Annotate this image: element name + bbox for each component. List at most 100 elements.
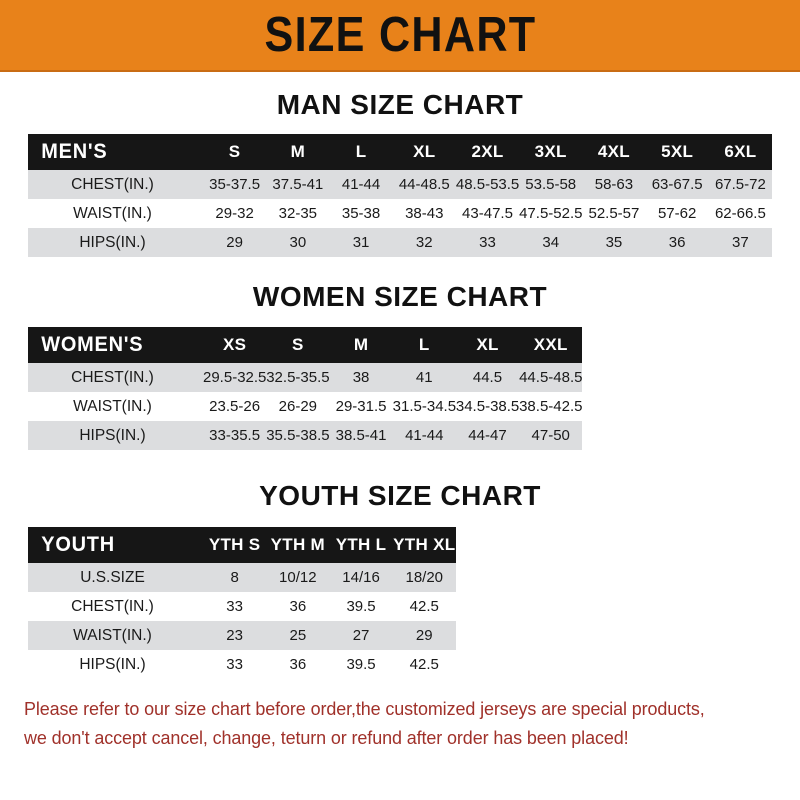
youth-header-col-3: YTH L [335,535,387,554]
youth-header-label: YOUTH [41,533,115,556]
women-cell: 47-50 [519,421,583,450]
women-cell: 33-35.5 [203,421,267,450]
page-banner: SIZE CHART [0,0,800,72]
women-header-col-5: XL [476,335,499,354]
youth-cell: 10/12 [266,563,330,592]
man-cell: 43-47.5 [455,199,520,228]
women-cell: 23.5-26 [203,392,267,421]
youth-cell: 8 [203,563,267,592]
man-cell: 57-62 [645,199,709,228]
man-cell: 41-44 [329,170,393,199]
youth-cell: 36 [266,650,330,679]
youth-header-filler [455,527,772,563]
man-cell: 67.5-72 [708,170,772,199]
man-header-col-8: 5XL [661,142,694,161]
women-cell: 26-29 [266,392,330,421]
youth-cell: 42.5 [392,592,456,621]
man-cell: 52.5-57 [582,199,646,228]
table-row: HIPS(IN.) 33-35.5 35.5-38.5 38.5-41 41-44 44-… [28,421,772,450]
youth-cell: 33 [203,650,267,679]
women-row-filler [582,363,772,392]
women-row-label: WAIST(IN.) [28,392,203,421]
table-row: WAIST(IN.) 23.5-26 26-29 29-31.5 31.5-34.5 34… [28,392,772,421]
women-header-col-1: XS [222,335,247,354]
man-cell: 53.5-58 [519,170,583,199]
youth-table-body: U.S.SIZE 8 10/12 14/16 18/20 CHEST(IN.) 33 36 39… [28,563,772,679]
man-table-header-row: MEN'S S M L XL 2XL 3XL 4XL 5XL 6XL [28,134,772,170]
man-header-col-6: 3XL [534,142,567,161]
women-cell: 44.5-48.5 [519,363,582,392]
youth-header-col-1: YTH S [208,535,261,554]
women-cell: 38.5-42.5 [519,392,582,421]
women-header-filler [582,327,772,363]
disclaimer-line-2: we don't accept cancel, change, teturn o… [24,726,629,748]
man-table-body: CHEST(IN.) 35-37.5 37.5-41 41-44 44-48.5 48.5… [28,170,772,257]
women-cell: 31.5-34.5 [392,392,456,421]
youth-cell: 42.5 [392,650,456,679]
man-cell: 35-37.5 [203,170,267,199]
women-header-col-2: S [292,335,304,354]
man-cell: 58-63 [582,170,646,199]
man-header-col-9: 6XL [724,142,757,161]
man-row-label: WAIST(IN.) [28,199,203,228]
women-row-filler [582,421,772,450]
table-row: CHEST(IN.) 35-37.5 37.5-41 41-44 44-48.5 48.5… [28,170,772,199]
women-cell: 44.5 [455,363,520,392]
man-cell: 31 [329,228,393,257]
youth-header-col-2: YTH M [270,535,326,554]
youth-row-label: CHEST(IN.) [28,592,203,621]
women-cell: 44-47 [455,421,520,450]
man-header-col-3: L [355,142,367,161]
youth-cell: 33 [203,592,267,621]
women-header-col-3: M [353,335,369,354]
table-row: HIPS(IN.) 33 36 39.5 42.5 [28,650,772,679]
man-cell: 32 [392,228,456,257]
youth-header-col-4: YTH XL [393,535,456,554]
women-cell: 38.5-41 [329,421,393,450]
women-size-table: WOMEN'S XS S M L XL XXL CHEST(IN.) 29.5-32.5 32… [28,327,772,450]
man-cell: 37 [708,228,772,257]
women-header-col-6: XXL [533,335,568,354]
women-header-col-4: L [418,335,430,354]
youth-row-label: U.S.SIZE [28,563,203,592]
youth-cell: 23 [203,621,267,650]
table-row: CHEST(IN.) 33 36 39.5 42.5 [28,592,772,621]
youth-cell: 36 [266,592,330,621]
women-cell: 34.5-38.5 [455,392,519,421]
youth-row-filler [455,563,772,592]
man-header-col-5: 2XL [471,142,504,161]
youth-row-filler [455,621,772,650]
women-cell: 29-31.5 [329,392,393,421]
women-row-label: CHEST(IN.) [28,363,203,392]
man-cell: 34 [519,228,583,257]
man-header-col-7: 4XL [597,142,630,161]
women-cell: 32.5-35.5 [266,363,330,392]
youth-cell: 14/16 [329,563,393,592]
man-cell: 36 [645,228,709,257]
youth-cell: 27 [329,621,393,650]
man-row-label: CHEST(IN.) [28,170,203,199]
man-cell: 38-43 [392,199,456,228]
man-cell: 32-35 [266,199,330,228]
youth-cell: 39.5 [329,650,393,679]
women-row-filler [582,392,772,421]
man-cell: 30 [266,228,330,257]
youth-row-filler [455,592,772,621]
man-cell: 35 [582,228,646,257]
youth-section-title: YOUTH SIZE CHART [259,480,541,511]
man-cell: 62-66.5 [708,199,772,228]
women-header-label: WOMEN'S [41,333,144,356]
man-cell: 63-67.5 [645,170,709,199]
man-cell: 47.5-52.5 [519,199,582,228]
man-cell: 44-48.5 [392,170,456,199]
man-size-table: MEN'S S M L XL 2XL 3XL 4XL 5XL 6XL CHEST(IN.) 35-… [28,134,772,257]
table-row: HIPS(IN.) 29 30 31 32 33 34 35 36 37 [28,228,772,257]
youth-table-header-row: YOUTH YTH S YTH M YTH L YTH XL [28,527,772,563]
table-row: WAIST(IN.) 23 25 27 29 [28,621,772,650]
youth-row-label: WAIST(IN.) [28,621,203,650]
man-cell: 48.5-53.5 [455,170,519,199]
table-row: WAIST(IN.) 29-32 32-35 35-38 38-43 43-47.5 47.… [28,199,772,228]
youth-cell: 25 [266,621,330,650]
youth-size-table: YOUTH YTH S YTH M YTH L YTH XL U.S.SIZE 8 10/… [28,527,772,679]
man-cell: 33 [455,228,520,257]
